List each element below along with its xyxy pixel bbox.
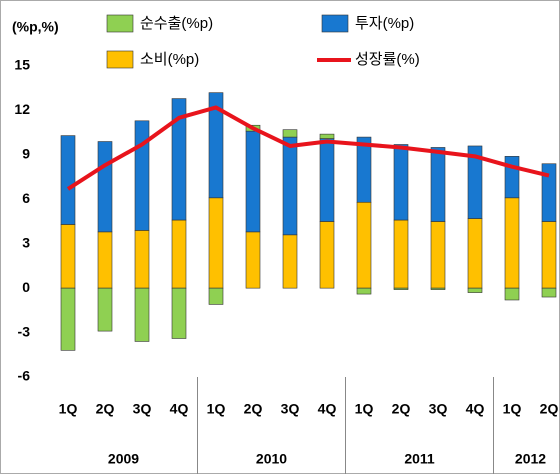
bar-segment [134,120,150,231]
bar-segment [430,221,446,289]
x-tick-label: 1Q [355,401,374,417]
growth-line [66,105,550,191]
bar-segment [245,130,261,233]
bar-segment [467,218,483,289]
y-tick-label: 6 [22,190,30,206]
bar-segment [393,144,409,221]
legend-label: 투자(%p) [355,15,414,32]
x-tick-label: 2Q [96,401,115,417]
bar-segment [319,133,335,139]
x-tick-label: 1Q [207,401,226,417]
legend-swatch [106,50,134,69]
x-tick-label: 1Q [59,401,78,417]
bar-segment [282,129,298,138]
bar-segment [60,287,76,351]
bar-segment [541,287,557,298]
bar-segment [60,224,76,289]
bar-segment [60,135,76,225]
x-tick-label: 2Q [540,401,559,417]
bar-segment [208,287,224,305]
group-label: 2012 [515,451,546,467]
bar-segment [134,287,150,342]
x-tick-label: 3Q [429,401,448,417]
bar-segment [134,230,150,289]
bar-segment [393,219,409,289]
y-axis-label: (%p,%) [12,19,59,35]
x-tick-label: 3Q [281,401,300,417]
x-tick-label: 1Q [503,401,522,417]
y-tick-label: 0 [22,279,30,295]
bar-segment [467,145,483,219]
y-tick-label: 3 [22,234,30,250]
x-tick-label: 4Q [466,401,485,417]
group-label: 2011 [404,451,435,467]
bar-segment [356,201,372,289]
bar-segment [282,136,298,236]
bar-segment [319,221,335,289]
bar-segment [171,219,187,289]
bar-segment [467,287,483,293]
y-tick-label: 9 [22,146,30,162]
bar-segment [208,197,224,289]
x-tick-label: 4Q [318,401,337,417]
bar-segment [97,141,113,233]
y-tick-label: 12 [14,101,30,117]
group-label: 2009 [108,451,139,467]
bar-segment [541,163,557,222]
x-tick-label: 3Q [133,401,152,417]
bar-segment [393,287,409,290]
legend-label: 성장률(%) [355,51,420,68]
x-tick-label: 2Q [392,401,411,417]
legend-swatch [106,14,134,33]
y-tick-label: -3 [18,323,31,339]
y-tick-label: 15 [14,57,30,73]
x-tick-label: 4Q [170,401,189,417]
bar-segment [282,234,298,289]
legend-swatch [321,14,349,33]
bar-segment [171,287,187,339]
y-tick-label: -6 [18,368,31,384]
legend-label: 순수출(%p) [140,15,213,32]
bar-segment [356,287,372,295]
bar-segment [171,98,187,221]
bar-segment [356,136,372,203]
group-label: 2010 [256,451,287,467]
bar-segment [430,147,446,222]
x-tick-label: 2Q [244,401,263,417]
bar-segment [504,197,520,289]
bar-segment [504,156,520,199]
legend-label: 소비(%p) [140,51,199,68]
bar-segment [504,287,520,301]
bar-segment [208,92,224,199]
bar-segment [245,231,261,289]
bar-segment [97,287,113,332]
bar-segment [319,138,335,222]
bar-segment [97,231,113,289]
bar-segment [430,287,446,290]
bar-segment [541,221,557,289]
